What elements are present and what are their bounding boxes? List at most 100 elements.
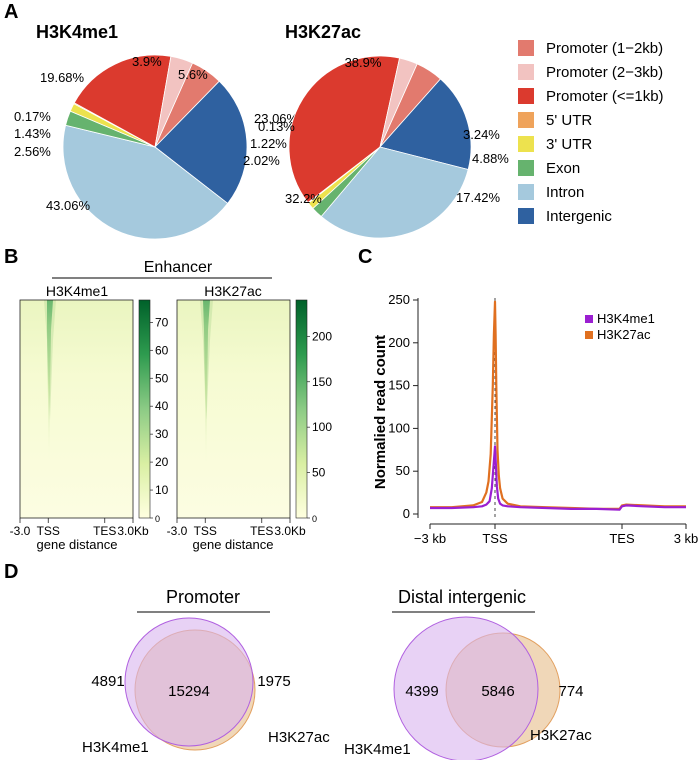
x-tick-label: TES <box>609 531 635 546</box>
legend-swatch <box>518 160 534 176</box>
colorbar-tick-label: 40 <box>155 399 169 413</box>
colorbar-tick-label: 30 <box>155 427 169 441</box>
line-legend-swatch <box>585 331 593 339</box>
colorbar <box>138 299 151 519</box>
legend-label: 3' UTR <box>546 136 592 153</box>
legend-label: Intergenic <box>546 208 612 225</box>
pie-slice <box>154 80 248 204</box>
heatmap-canvas <box>20 300 133 518</box>
heatmap-x-tick-label: -3.0 <box>167 524 188 538</box>
legend-swatch <box>518 88 534 104</box>
heatmap-signal-band <box>203 300 210 475</box>
heatmap-title: H3K4me1 <box>46 283 108 299</box>
venn-only-b: 774 <box>558 683 583 700</box>
pie-slice-label: 32.2% <box>285 191 322 206</box>
legend-label: Promoter (2−3kb) <box>546 64 663 81</box>
legend-label: Promoter (<=1kb) <box>546 88 664 105</box>
heatmap-title: H3K27ac <box>204 283 262 299</box>
venn-only-b: 1975 <box>257 673 290 690</box>
y-tick-label: 250 <box>388 292 410 307</box>
pie-slice-label: 43.06% <box>46 198 91 213</box>
line-legend-label: H3K27ac <box>597 327 651 342</box>
panel-label-d: D <box>4 561 18 583</box>
venn-promoter: Promoter 4891 15294 1975 H3K4me1 H3K27ac <box>82 587 330 756</box>
pie-slice <box>73 54 172 148</box>
venn-set-b: H3K27ac <box>268 729 330 746</box>
venn-only-a: 4891 <box>91 673 124 690</box>
heatmap-x-tick-label: TSS <box>194 524 217 538</box>
pie-slice-label: 1.43% <box>14 126 51 141</box>
venn-set-a: H3K4me1 <box>344 741 411 758</box>
colorbar-tick-label: 70 <box>155 315 169 329</box>
x-tick-label: −3 kb <box>414 531 446 546</box>
colorbar-tick-label: 0 <box>155 514 160 524</box>
colorbar-tick-label: 150 <box>312 375 332 389</box>
venn-title: Distal intergenic <box>398 587 526 607</box>
pie-slice-label: 4.88% <box>472 151 509 166</box>
colorbar-tick-label: 100 <box>312 420 332 434</box>
heatmap-x-ticks: -3.0 TSS TES 3.0Kb <box>167 518 306 538</box>
series-line-h3k4me1 <box>430 445 686 511</box>
pie-legend: Promoter (1−2kb) Promoter (2−3kb) Promoter… <box>518 40 664 225</box>
pie-slice-label: 5.6% <box>178 67 208 82</box>
pie-slice <box>62 124 229 240</box>
pie-slice-label: 38.9% <box>345 55 382 70</box>
x-tick-label: 3 kb <box>674 531 699 546</box>
pie-slice-label: 0.17% <box>14 109 51 124</box>
y-tick-label: 0 <box>403 506 410 521</box>
venn-both: 5846 <box>481 683 514 700</box>
colorbar-tick-label: 50 <box>155 371 169 385</box>
line-ylabel: Normalied read count <box>372 335 389 489</box>
colorbar-tick-label: 200 <box>312 329 332 343</box>
venn-set-b: H3K27ac <box>530 727 592 744</box>
heatmap-border <box>19 299 134 519</box>
panel-label-b: B <box>4 246 18 268</box>
panel-label-c: C <box>358 246 372 268</box>
pie-slice-label: 3.24% <box>463 127 500 142</box>
legend-swatch <box>518 64 534 80</box>
x-tick-label: TSS <box>482 531 508 546</box>
venn-title: Promoter <box>166 587 240 607</box>
legend-label: 5' UTR <box>546 112 592 129</box>
y-tick-label: 150 <box>388 378 410 393</box>
heatmap-x-tick-label: -3.0 <box>10 524 31 538</box>
heatmap-xlabel: gene distance <box>37 537 118 552</box>
pie-title-h3k27ac: H3K27ac <box>285 22 361 42</box>
heatmap-x-tick-label: TSS <box>37 524 60 538</box>
heatmap-signal-band <box>47 300 53 470</box>
heatmap-group-label: Enhancer <box>144 259 213 276</box>
heatmap-signal-halo <box>44 300 56 420</box>
pie-slice-label: 3.9% <box>132 54 162 69</box>
venn-circle-h3k4me1 <box>393 616 539 760</box>
legend-label: Intron <box>546 184 584 201</box>
colorbar-ticks: 0 50 100 150 200 <box>307 329 332 524</box>
line-chart: Normalied read count 0 50 100 150 200 250 −3 k… <box>372 292 698 546</box>
legend-swatch <box>518 112 534 128</box>
venn-only-a: 4399 <box>405 683 438 700</box>
y-tick-label: 200 <box>388 335 410 350</box>
heatmap-xlabel: gene distance <box>193 537 274 552</box>
heatmap-x-tick-label: TES <box>250 524 273 538</box>
pie-title-h3k4me1: H3K4me1 <box>36 22 118 42</box>
pie-slice-label: 19.68% <box>40 70 85 85</box>
heatmap-signal-halo <box>200 300 213 420</box>
legend-swatch <box>518 184 534 200</box>
pie-slice-label: 2.02% <box>243 153 280 168</box>
pie-slice-label: 0.13% <box>258 119 295 134</box>
venn-distal-intergenic: Distal intergenic 4399 5846 774 H3K4me1 … <box>344 587 592 760</box>
pie-slice <box>379 78 472 171</box>
colorbar <box>295 299 308 519</box>
pie-slice <box>379 57 418 148</box>
heatmap-x-ticks: -3.0 TSS TES 3.0Kb <box>10 518 149 538</box>
colorbar-tick-label: 10 <box>155 483 169 497</box>
heatmap-x-tick-label: TES <box>93 524 116 538</box>
line-legend-label: H3K4me1 <box>597 311 655 326</box>
pie-slice <box>320 146 469 239</box>
y-tick-label: 100 <box>388 420 410 435</box>
line-legend-swatch <box>585 315 593 323</box>
legend-label: Exon <box>546 160 580 177</box>
heatmap-x-tick-label: 3.0Kb <box>117 524 149 538</box>
venn-both: 15294 <box>168 683 210 700</box>
